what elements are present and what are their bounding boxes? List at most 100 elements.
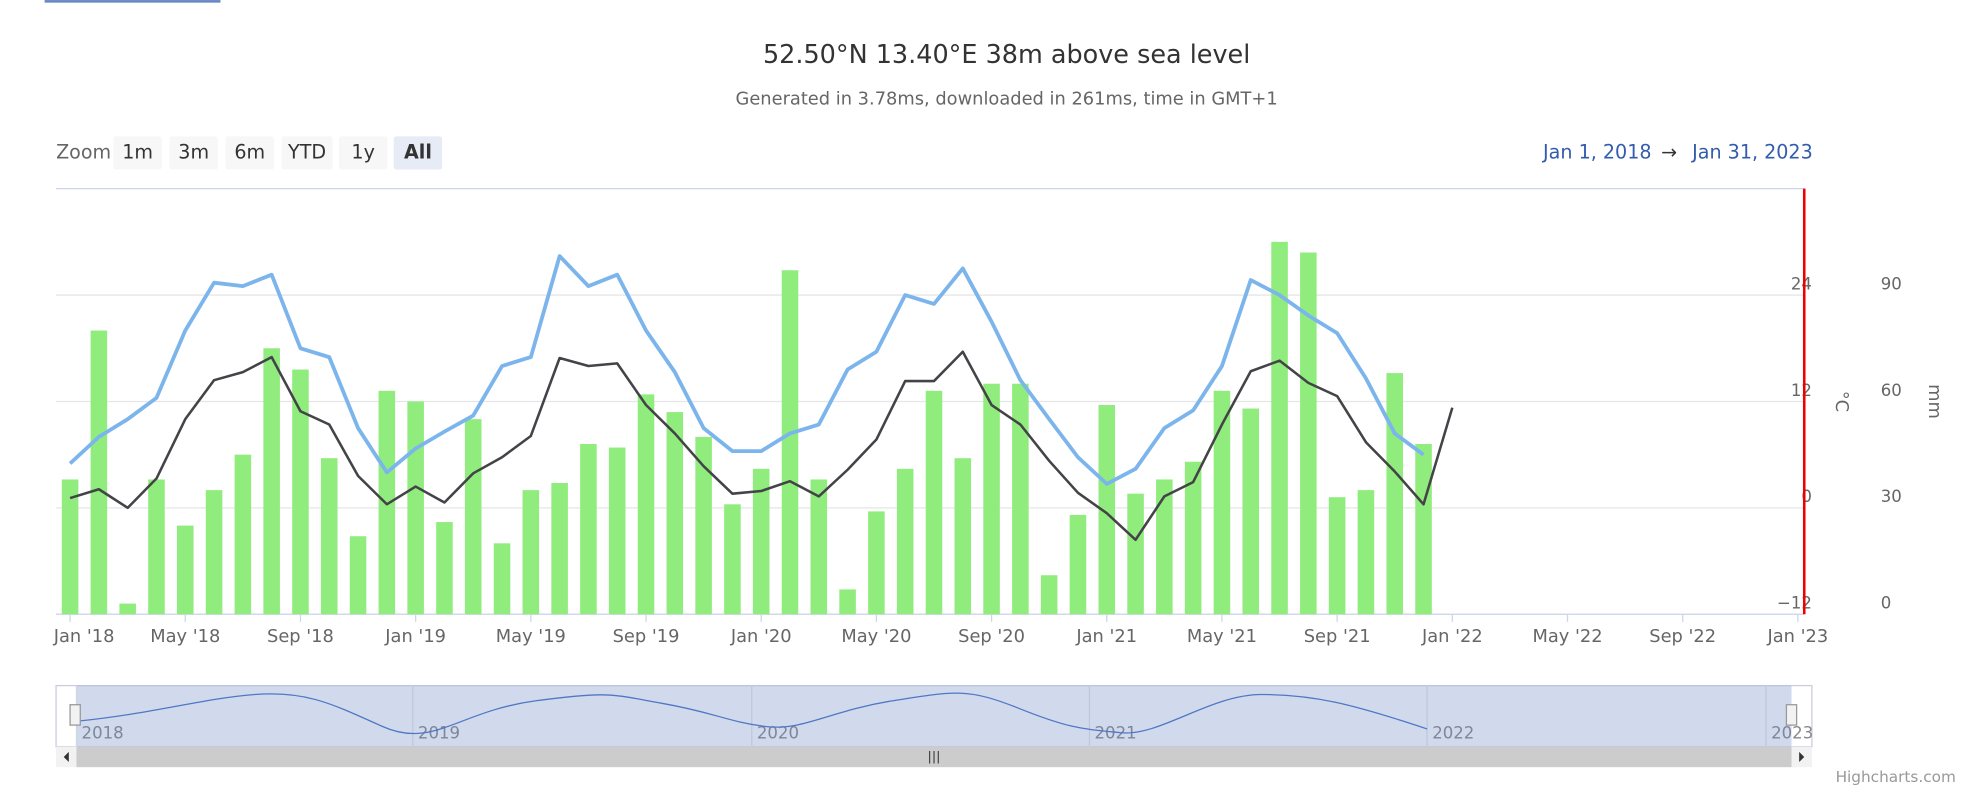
bar: [61, 479, 79, 615]
range-button-label: YTD: [287, 140, 326, 163]
x-tick-label: Jan '18: [53, 626, 115, 647]
bar: [954, 458, 972, 615]
x-tick-label: Jan '19: [384, 626, 446, 647]
range-buttons: 1m 3m 6m YTD 1y All: [113, 136, 443, 170]
navigator[interactable]: 2018 2019 2020 2021 2022 2023 |||: [55, 684, 1813, 768]
bar: [234, 454, 252, 615]
bar: [1357, 490, 1375, 615]
y2-axis-title: mm: [1924, 384, 1945, 419]
bar: [1242, 408, 1260, 615]
range-arrow: →: [1661, 140, 1677, 163]
bar: [176, 525, 194, 615]
bar: [580, 444, 597, 615]
range-button[interactable]: [113, 136, 162, 170]
y-axis-title: °C: [1831, 391, 1852, 412]
x-tick-label: May '18: [150, 626, 220, 647]
bar: [637, 394, 655, 615]
bar: [839, 589, 856, 615]
navigator-bg: [55, 684, 1813, 748]
bar: [896, 468, 914, 615]
range-to[interactable]: Jan 31, 2023: [1691, 140, 1813, 163]
bar: [436, 522, 453, 615]
range-button[interactable]: [169, 136, 218, 170]
bar: [493, 543, 511, 615]
navigator-label: 2021: [1095, 724, 1137, 743]
navigator-handle[interactable]: [1785, 704, 1798, 726]
bar: [666, 412, 684, 615]
navigator-handle[interactable]: [69, 704, 81, 726]
x-tick-label: Jan '22: [1421, 626, 1483, 647]
credits[interactable]: Highcharts.com: [1836, 768, 1956, 786]
scrollbar-grip: |||: [928, 749, 941, 764]
bar: [983, 383, 1000, 615]
chart-title: 52.50°N 13.40°E 38m above sea level: [763, 40, 1250, 70]
bar: [205, 490, 223, 615]
bar: [1300, 252, 1317, 615]
range-button-label: 1y: [351, 140, 374, 163]
x-tick-label: May '19: [496, 626, 566, 647]
bar: [464, 419, 482, 615]
range-button-label: 3m: [178, 140, 209, 163]
range-button-label: 1m: [122, 140, 153, 163]
navigator-label: 2020: [757, 724, 799, 743]
top-tab: [44, 0, 221, 3]
x-tick-label: Sep '19: [613, 626, 680, 647]
bar: [349, 536, 367, 615]
range-button[interactable]: [225, 136, 274, 170]
bar: [608, 447, 626, 615]
zoom-label: Zoom: [56, 140, 111, 163]
x-tick-label: Sep '21: [1304, 626, 1371, 647]
line: [68, 254, 1425, 486]
range-button[interactable]: [393, 136, 443, 170]
chart-subtitle: Generated in 3.78ms, downloaded in 261ms…: [736, 88, 1278, 109]
range-button-label: 6m: [234, 140, 265, 163]
range-button[interactable]: [281, 136, 333, 170]
y2-tick-label: 30: [1881, 487, 1902, 506]
navigator-label: 2019: [418, 724, 460, 743]
y2-tick-label: 90: [1881, 274, 1902, 293]
y-tick-label: 12: [1791, 381, 1812, 400]
bar: [925, 390, 943, 615]
y2-tick-label: 0: [1881, 594, 1892, 613]
bar: [263, 348, 280, 615]
bar: [1415, 444, 1432, 615]
bar: [810, 479, 828, 615]
x-tick-label: Sep '22: [1649, 626, 1716, 647]
bar: [1040, 575, 1058, 615]
bar: [695, 436, 712, 615]
bar: [292, 369, 309, 615]
x-tick-label: Jan '20: [730, 626, 792, 647]
range-from[interactable]: Jan 1, 2018: [1542, 140, 1651, 163]
bar: [724, 504, 741, 615]
x-tick-label: May '22: [1532, 626, 1602, 647]
x-tick-label: May '21: [1187, 626, 1257, 647]
bar: [1127, 493, 1144, 615]
y-tick-label: −12: [1777, 594, 1812, 613]
bar: [1386, 373, 1404, 615]
range-button[interactable]: [338, 136, 388, 170]
plot-area: −12 0 12 24 0 30 60 90 Jan '18 May '18 Sep '18 Jan …: [53, 188, 1902, 647]
bar: [1328, 497, 1346, 615]
y2-tick-label: 60: [1881, 381, 1902, 400]
bar: [522, 490, 540, 615]
x-tick-label: Jan '23: [1767, 626, 1829, 647]
y-tick-label: 0: [1801, 487, 1812, 506]
bar: [752, 468, 770, 615]
x-tick-label: Jan '21: [1075, 626, 1137, 647]
bar: [119, 603, 136, 615]
bar: [1098, 404, 1116, 615]
navigator-label: 2022: [1432, 724, 1474, 743]
navigator-mask: [76, 685, 1792, 747]
x-tick-label: May '20: [841, 626, 911, 647]
bar: [551, 483, 568, 615]
line: [69, 350, 1454, 542]
bar: [148, 479, 165, 615]
bar: [1271, 241, 1288, 615]
bar: [781, 270, 799, 615]
bar: [1184, 461, 1202, 615]
bar: [320, 458, 338, 615]
x-tick-label: Sep '18: [267, 626, 334, 647]
scrollbar-thumb[interactable]: [76, 746, 1792, 768]
bar: [1012, 383, 1029, 615]
